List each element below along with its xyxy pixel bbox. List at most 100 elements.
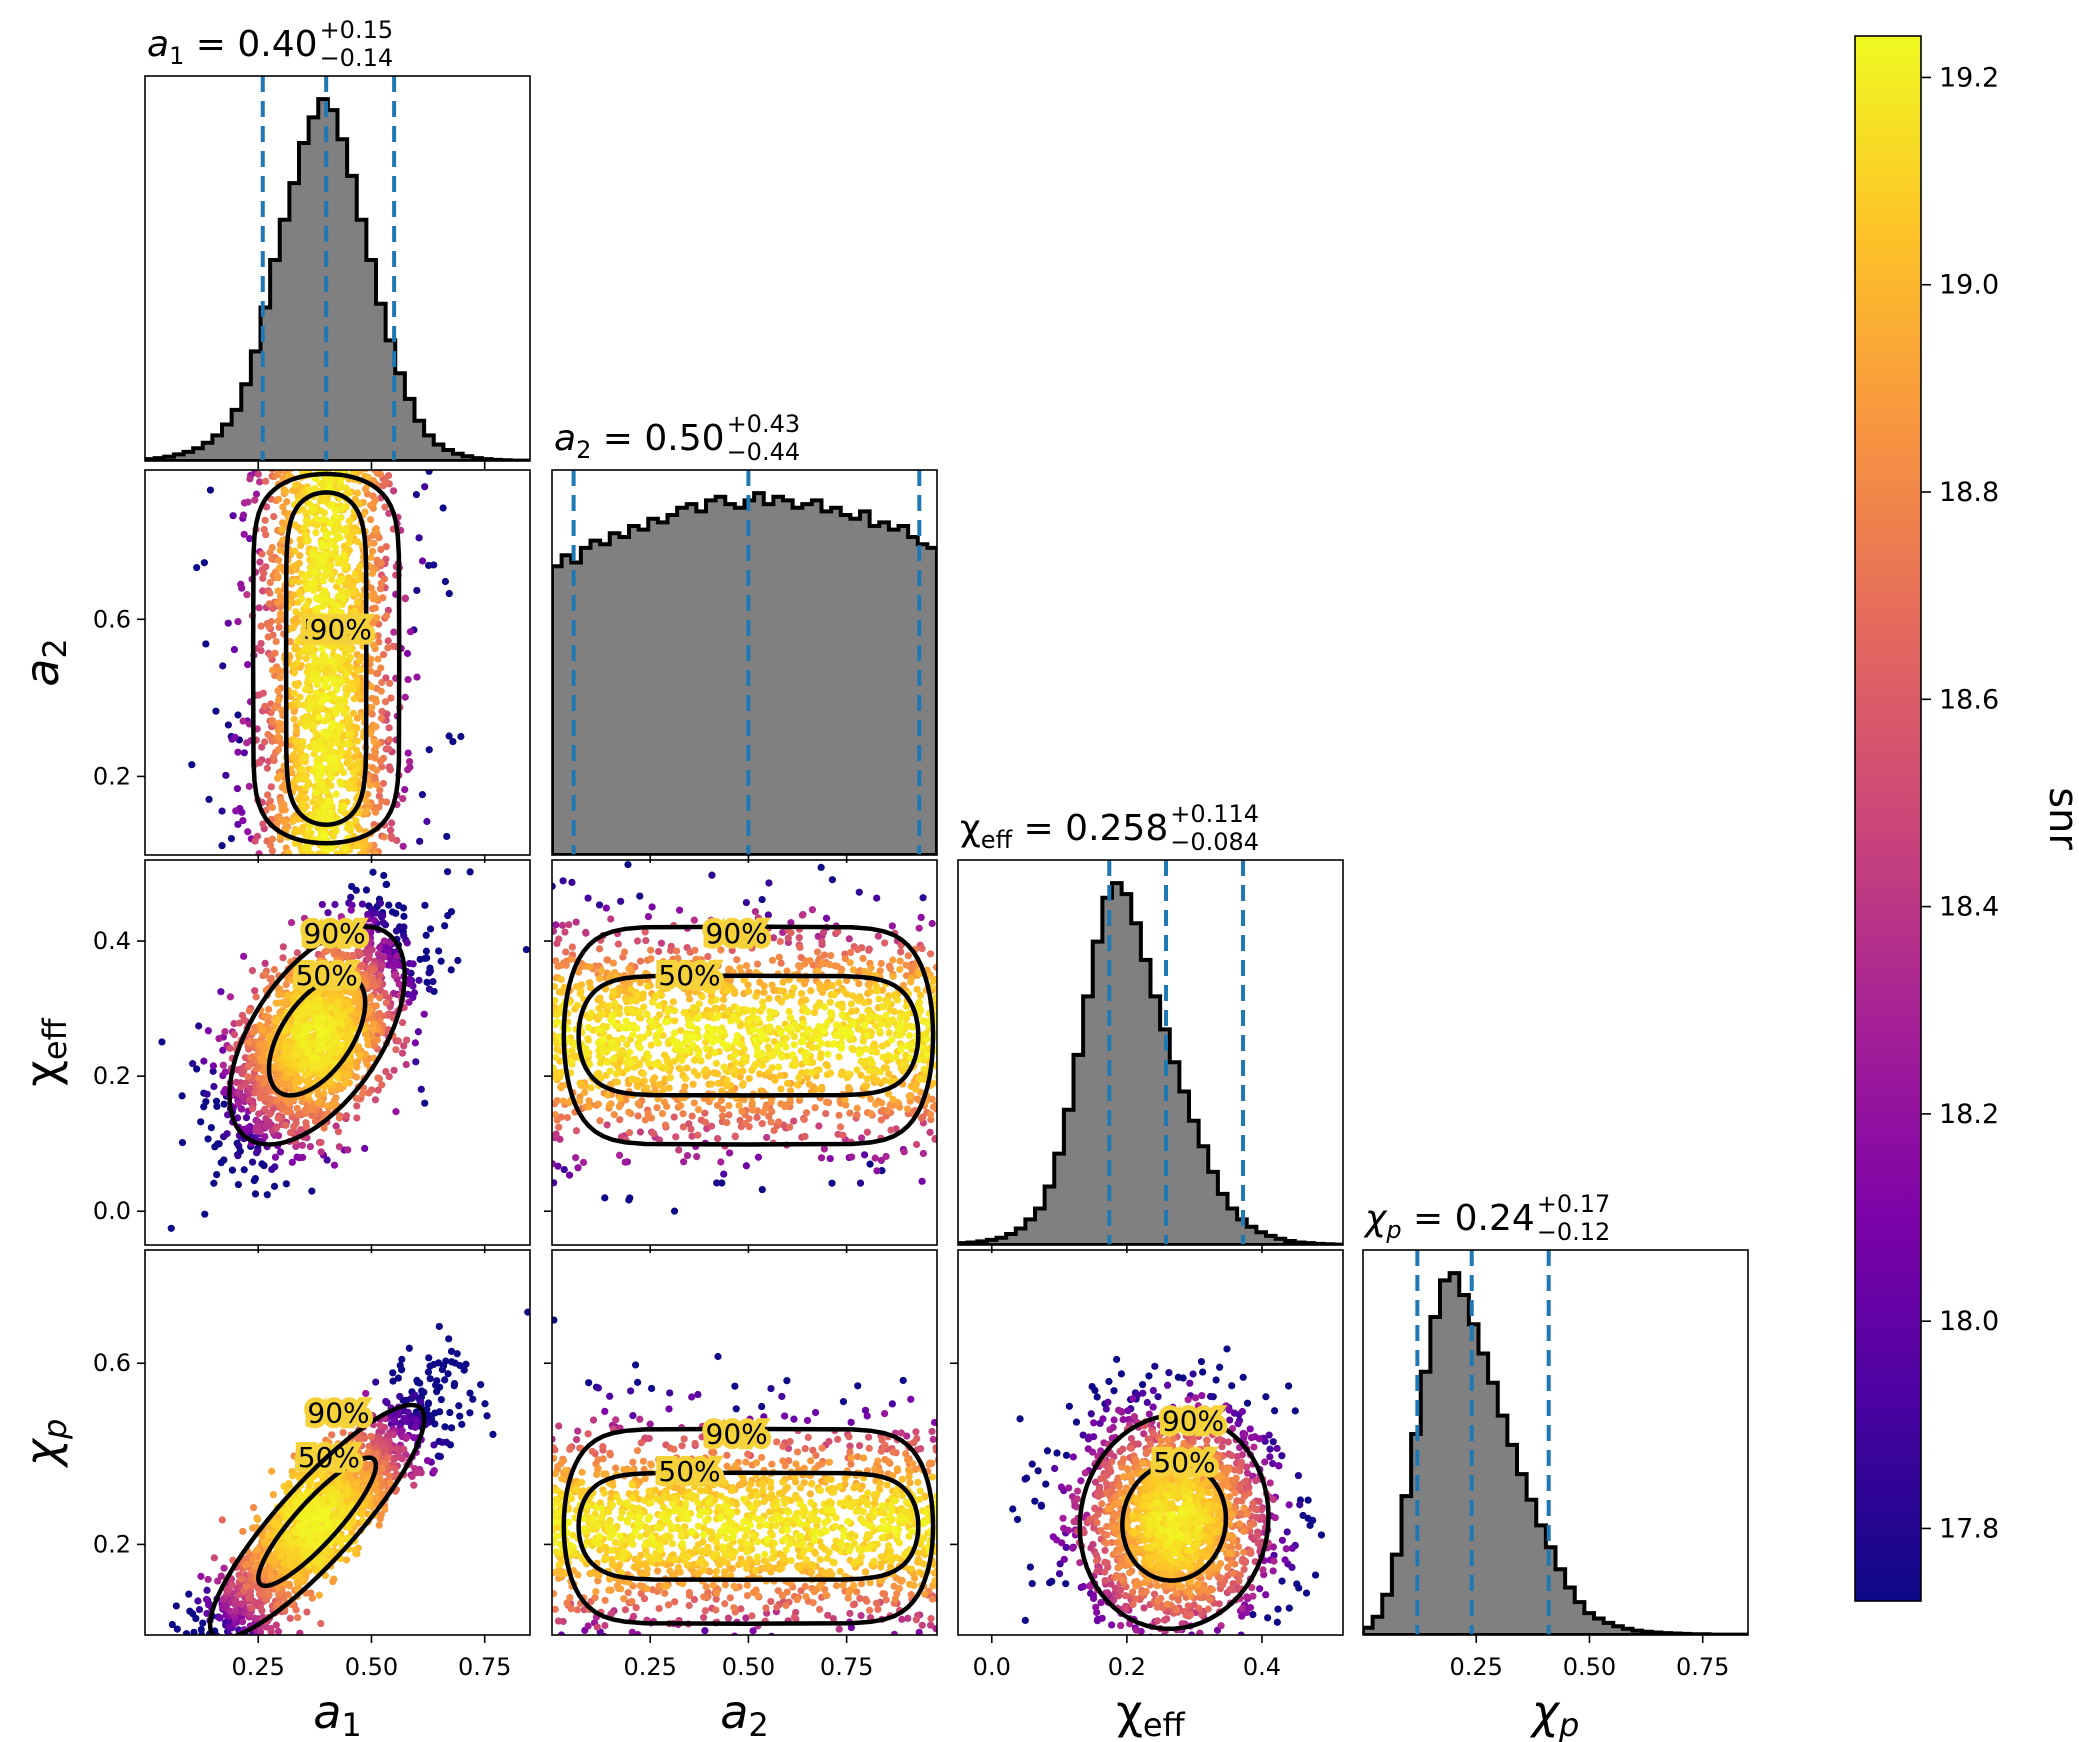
scatter-point bbox=[202, 640, 210, 648]
scatter-point bbox=[351, 570, 359, 578]
scatter-point bbox=[875, 995, 883, 1003]
scatter-point bbox=[320, 1083, 329, 1091]
scatter-point bbox=[325, 995, 334, 1003]
scatter-point bbox=[760, 982, 768, 990]
scatter-point bbox=[344, 589, 352, 597]
scatter-point bbox=[377, 687, 385, 695]
scatter-point bbox=[561, 928, 569, 936]
scatter-point bbox=[347, 461, 354, 468]
scatter-point bbox=[310, 551, 318, 559]
scatter-point bbox=[246, 1061, 254, 1069]
scatter-point bbox=[250, 1028, 258, 1036]
scatter-point bbox=[723, 987, 731, 995]
scatter-point bbox=[552, 921, 560, 929]
scatter-point bbox=[418, 557, 427, 565]
scatter-point bbox=[820, 1145, 828, 1153]
scatter-point bbox=[376, 994, 384, 1002]
scatter-point bbox=[867, 964, 875, 972]
scatter-point bbox=[274, 687, 282, 695]
scatter-point bbox=[752, 992, 760, 1000]
scatter-point bbox=[362, 979, 370, 987]
scatter-point bbox=[317, 1138, 325, 1147]
scatter-point bbox=[416, 837, 424, 845]
scatter-point bbox=[863, 1128, 871, 1136]
scatter-point bbox=[647, 955, 655, 963]
scatter-point bbox=[782, 1101, 790, 1109]
scatter-point bbox=[324, 797, 333, 805]
scatter-point bbox=[219, 1061, 227, 1069]
scatter-point bbox=[261, 702, 269, 711]
scatter-point bbox=[385, 509, 393, 518]
scatter-point bbox=[313, 1054, 321, 1063]
scatter-point bbox=[326, 1057, 334, 1065]
scatter-point bbox=[896, 957, 904, 965]
scatter-point bbox=[601, 1194, 609, 1202]
scatter-point bbox=[758, 1061, 767, 1070]
scatter-point bbox=[584, 1035, 592, 1043]
scatter-point bbox=[413, 673, 421, 681]
scatter-point bbox=[637, 978, 645, 986]
scatter-point bbox=[330, 1161, 339, 1169]
scatter-point bbox=[574, 1164, 582, 1172]
scatter-point bbox=[321, 653, 330, 661]
scatter-point bbox=[718, 1105, 727, 1113]
scatter-point bbox=[425, 985, 434, 993]
scatter-point bbox=[251, 496, 259, 504]
scatter-point bbox=[603, 956, 612, 964]
scatter-point bbox=[277, 739, 285, 748]
scatter-point bbox=[281, 1082, 289, 1090]
scatter-point bbox=[302, 795, 310, 803]
scatter-point bbox=[254, 470, 262, 478]
scatter-point bbox=[302, 844, 310, 852]
scatter-point bbox=[928, 1095, 936, 1103]
scatter-point bbox=[346, 760, 354, 768]
scatter-point bbox=[312, 515, 320, 523]
scatter-point bbox=[331, 513, 340, 521]
scatter-point bbox=[718, 1112, 727, 1120]
scatter-point bbox=[694, 1071, 702, 1079]
scatter-point bbox=[552, 882, 556, 890]
scatter-point bbox=[889, 956, 897, 964]
scatter-point bbox=[276, 674, 284, 682]
scatter-point bbox=[367, 584, 375, 592]
scatter-point bbox=[386, 954, 395, 962]
scatter-point bbox=[560, 1165, 568, 1174]
scatter-point bbox=[930, 1103, 937, 1111]
scatter-point bbox=[886, 1077, 894, 1086]
scatter-point bbox=[733, 956, 741, 964]
scatter-point bbox=[745, 987, 753, 995]
scatter-point bbox=[377, 545, 385, 554]
scatter-point bbox=[390, 1066, 398, 1074]
scatter-point bbox=[258, 1025, 266, 1034]
scatter-point bbox=[400, 912, 408, 920]
scatter-point bbox=[822, 1109, 830, 1118]
scatter-point bbox=[751, 907, 760, 916]
scatter-point bbox=[244, 1073, 252, 1081]
scatter-point bbox=[167, 1224, 175, 1232]
scatter-point bbox=[310, 506, 318, 514]
scatter-point bbox=[246, 535, 254, 543]
scatter-point bbox=[418, 791, 427, 799]
scatter-point bbox=[286, 1069, 294, 1077]
scatter-point bbox=[635, 1060, 644, 1068]
scatter-point bbox=[322, 532, 331, 540]
scatter-point bbox=[866, 987, 874, 996]
scatter-point bbox=[281, 818, 289, 826]
scatter-point bbox=[349, 768, 358, 776]
scatter-point bbox=[319, 577, 327, 585]
scatter-point bbox=[616, 1116, 624, 1124]
scatter-point bbox=[226, 1044, 234, 1052]
scatter-point bbox=[318, 1037, 326, 1045]
scatter-point bbox=[314, 470, 317, 471]
scatter-point bbox=[274, 617, 283, 625]
scatter-point bbox=[663, 978, 671, 986]
scatter-point bbox=[275, 623, 283, 631]
scatter-point bbox=[252, 490, 261, 498]
scatter-point bbox=[230, 1020, 238, 1028]
scatter-point bbox=[568, 878, 576, 887]
scatter-point bbox=[318, 645, 326, 653]
scatter-point bbox=[368, 569, 377, 577]
scatter-point bbox=[823, 1062, 832, 1070]
scatter-point bbox=[790, 984, 798, 992]
scatter-point bbox=[217, 988, 225, 996]
